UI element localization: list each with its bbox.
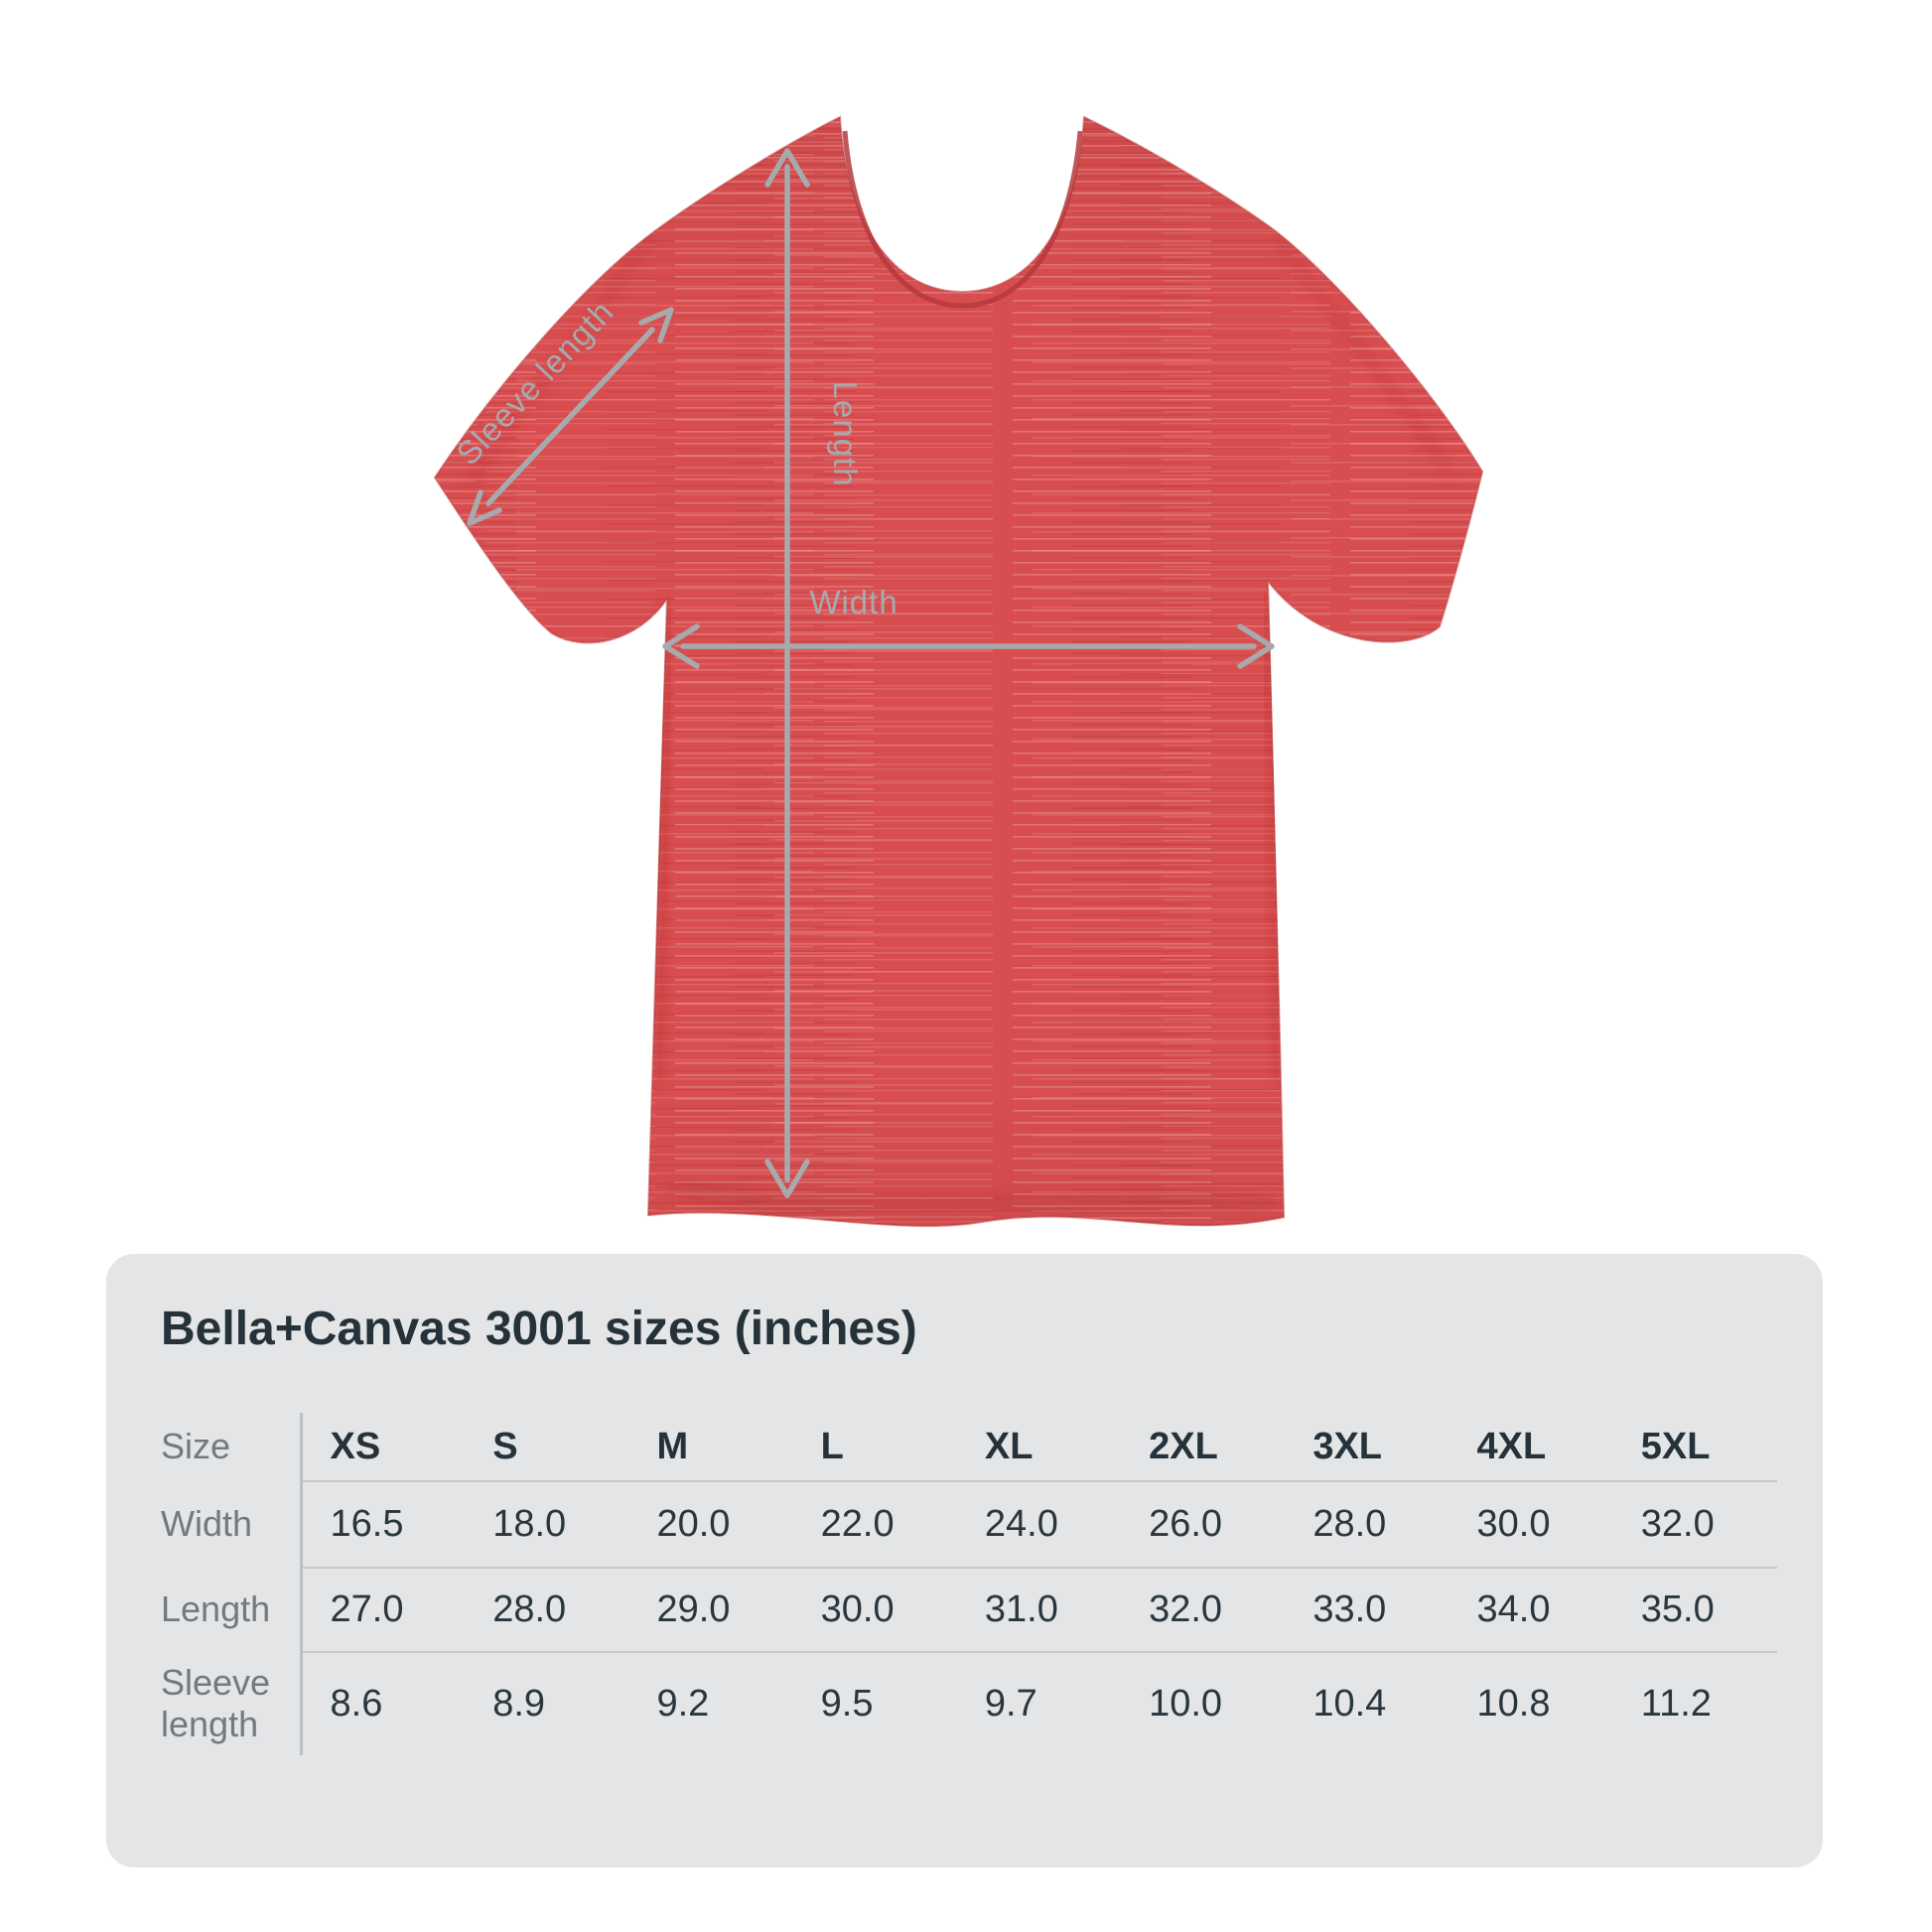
- size-header-row: Size XS S M L XL 2XL 3XL 4XL 5XL: [161, 1413, 1777, 1482]
- measurement-row-label: Width: [161, 1503, 253, 1545]
- measurement-value-cell: 27.0: [299, 1568, 466, 1653]
- measurement-value-cell: 30.0: [792, 1568, 957, 1653]
- measurement-value-cell: 22.0: [792, 1481, 957, 1569]
- sleeve-length-arrow: [467, 307, 674, 526]
- size-col-header: XS: [299, 1413, 466, 1482]
- measurement-value-cell: 8.9: [492, 1683, 546, 1725]
- measurement-value-cell: 9.7: [984, 1683, 1037, 1725]
- measurement-row: Length 27.0 28.0 29.0 30.0 31.0 32.0 33.0 34.0 35…: [161, 1568, 1777, 1653]
- tshirt-silhouette: [433, 115, 1484, 1227]
- measurement-row-label: Sleeve length: [161, 1661, 271, 1744]
- size-corner-label: Size: [161, 1426, 231, 1467]
- collar-band: [842, 130, 1083, 309]
- measurement-value-cell: 26.0: [1121, 1481, 1286, 1569]
- measurement-value-cell: 29.0: [628, 1568, 793, 1653]
- size-col-header: 2XL: [1121, 1413, 1286, 1482]
- measurement-row: Sleeve length 8.6 8.9 9.2 9.5 9.7 10.0 10.4 10.8…: [161, 1652, 1777, 1755]
- length-arrow: [764, 148, 810, 1198]
- measurement-value-cell: 8.6: [299, 1652, 466, 1755]
- size-chart-title: Bella+Canvas 3001 sizes (inches): [161, 1303, 917, 1355]
- measurement-value-cell: 18.0: [465, 1481, 629, 1569]
- measurement-value-cell: 10.8: [1476, 1683, 1551, 1725]
- measurement-value-cell: 28.0: [1285, 1481, 1449, 1569]
- measurement-value-cell: 31.0: [956, 1568, 1122, 1653]
- measurement-value-cell: 24.0: [956, 1481, 1122, 1569]
- measurement-value-cell: 28.0: [465, 1568, 629, 1653]
- measurement-value-cell: 11.2: [1640, 1683, 1712, 1725]
- length-label: Length: [827, 381, 864, 487]
- measurement-value-cell: 10.4: [1312, 1683, 1387, 1725]
- measurement-value-cell: 10.0: [1149, 1683, 1223, 1725]
- measurement-value-cell: 30.0: [1449, 1481, 1613, 1569]
- size-col-header: 4XL: [1449, 1413, 1613, 1482]
- measurement-value-cell: 34.0: [1449, 1568, 1613, 1653]
- width-label: Width: [809, 584, 897, 621]
- width-arrow: [662, 623, 1275, 669]
- measurement-row-label: Length: [161, 1588, 271, 1630]
- size-col-header: S: [465, 1413, 629, 1482]
- measurement-value-cell: 20.0: [628, 1481, 793, 1569]
- size-col-header: L: [792, 1413, 957, 1482]
- measurement-value-cell: 33.0: [1285, 1568, 1449, 1653]
- measurement-value-cell: 32.0: [1121, 1568, 1286, 1653]
- size-col-header: M: [628, 1413, 793, 1482]
- measurement-value-cell: 9.2: [656, 1683, 710, 1725]
- measurement-value-cell: 16.5: [299, 1481, 466, 1569]
- size-chart-table: Size XS S M L XL 2XL 3XL 4XL 5XL Width 16.5 18.0 20…: [161, 1413, 1777, 1755]
- measurement-value-cell: 9.5: [820, 1683, 874, 1725]
- measurement-row: Width 16.5 18.0 20.0 22.0 24.0 26.0 28.0 30.0 32.…: [161, 1481, 1777, 1569]
- measurement-value-cell: 32.0: [1612, 1481, 1777, 1569]
- measurement-value-cell: 35.0: [1612, 1568, 1777, 1653]
- size-col-header: XL: [956, 1413, 1122, 1482]
- size-col-header: 5XL: [1612, 1413, 1777, 1482]
- size-col-header: 3XL: [1285, 1413, 1449, 1482]
- size-chart-panel: Bella+Canvas 3001 sizes (inches) Size XS…: [106, 1254, 1823, 1867]
